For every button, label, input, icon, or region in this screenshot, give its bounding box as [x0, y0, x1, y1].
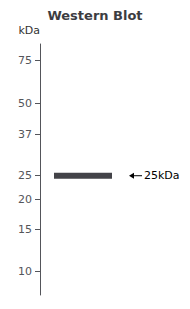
svg-text:25kDa: 25kDa [144, 169, 180, 182]
svg-text:kDa: kDa [18, 24, 40, 37]
svg-text:37: 37 [18, 128, 32, 141]
svg-text:15: 15 [18, 223, 32, 236]
svg-text:Western Blot: Western Blot [47, 8, 142, 23]
svg-text:20: 20 [18, 193, 32, 206]
svg-text:25: 25 [18, 169, 32, 182]
svg-text:75: 75 [18, 54, 32, 67]
svg-text:50: 50 [18, 97, 32, 110]
svg-text:10: 10 [18, 265, 32, 278]
